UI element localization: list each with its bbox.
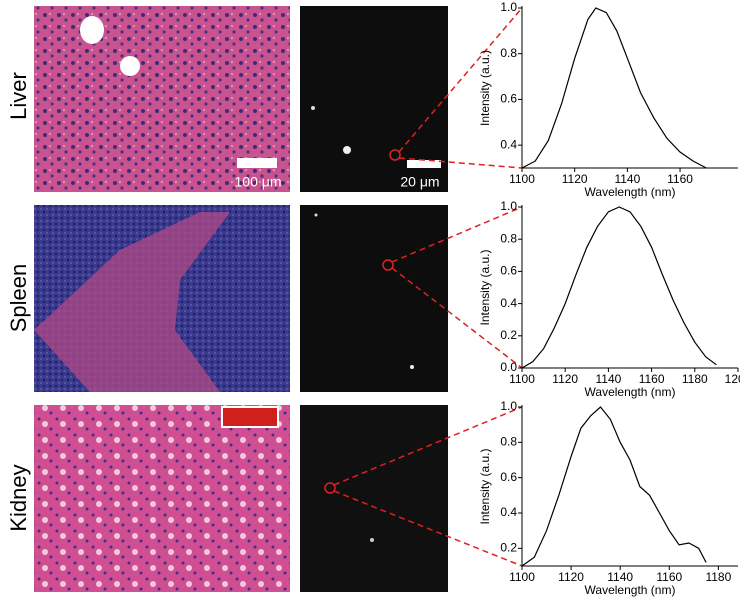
fluorescence-image — [300, 405, 448, 592]
x-tick-label: 1100 — [509, 372, 535, 386]
y-tick-label: 0.2 — [500, 328, 517, 342]
spot — [311, 106, 315, 110]
x-tick-label: 1200 — [725, 372, 740, 386]
y-tick-label: 0.4 — [500, 296, 517, 310]
roi-circle — [389, 149, 401, 161]
y-axis-label: Intensity (a.u.) — [478, 50, 492, 126]
row-label: Spleen — [6, 264, 31, 333]
y-tick-label: 1.0 — [500, 399, 517, 413]
y-tick-label: 1.0 — [500, 0, 517, 14]
y-tick-label: 1.0 — [500, 199, 517, 213]
y-tick-label: 0.4 — [500, 137, 517, 151]
x-axis-label: Wavelength (nm) — [585, 385, 676, 399]
connector — [333, 406, 523, 486]
x-tick-label: 1120 — [552, 372, 578, 386]
scale-bar — [237, 158, 277, 168]
spectrum-line — [521, 406, 707, 567]
red-pulp — [34, 212, 230, 392]
roi-circle — [324, 482, 336, 494]
x-tick-label: 1160 — [656, 570, 682, 584]
y-tick-label: 0.2 — [500, 541, 517, 555]
x-tick-label: 1120 — [562, 172, 588, 186]
connector — [391, 267, 523, 369]
x-tick-label: 1100 — [509, 172, 535, 186]
y-tick-label: 0.6 — [500, 264, 517, 278]
y-tick-label: 0.8 — [500, 46, 517, 60]
y-tick-label: 0.8 — [500, 231, 517, 245]
spot — [410, 365, 414, 369]
scale-bar-label: 20 μm — [400, 174, 439, 190]
x-tick-label: 1180 — [682, 372, 708, 386]
x-tick-label: 1140 — [614, 172, 640, 186]
y-tick-label: 0.4 — [500, 505, 517, 519]
connector — [391, 206, 523, 263]
row-label: Kidney — [6, 464, 31, 531]
x-tick-label: 1140 — [607, 570, 633, 584]
x-tick-label: 1160 — [667, 172, 693, 186]
x-tick-label: 1160 — [639, 372, 665, 386]
scale-bar — [407, 160, 441, 168]
roi-circle — [382, 259, 394, 271]
scale-bar-label: 100 μm — [235, 174, 282, 190]
connector — [398, 157, 523, 169]
y-tick-label: 0.8 — [500, 435, 517, 449]
y-axis-label: Intensity (a.u.) — [478, 249, 492, 325]
spectrum-line — [521, 206, 717, 369]
x-axis-label: Wavelength (nm) — [585, 583, 676, 597]
x-tick-label: 1140 — [595, 372, 621, 386]
y-tick-label: 0.6 — [500, 470, 517, 484]
vessel — [221, 406, 279, 428]
y-tick-label: 0.6 — [500, 92, 517, 106]
spot — [370, 538, 374, 542]
y-tick-label: 0.0 — [500, 360, 517, 374]
vessel — [120, 56, 140, 76]
row-label: Liver — [6, 72, 31, 120]
x-tick-label: 1100 — [509, 570, 535, 584]
spot — [314, 213, 318, 217]
x-tick-label: 1120 — [558, 570, 584, 584]
fluorescence-image — [300, 205, 448, 392]
spot — [343, 146, 351, 154]
spectrum-line — [521, 7, 707, 169]
connector — [398, 7, 523, 153]
connector — [333, 490, 523, 567]
histology-image — [34, 405, 290, 592]
x-tick-label: 1180 — [705, 570, 731, 584]
x-axis-label: Wavelength (nm) — [585, 185, 676, 199]
y-axis-label: Intensity (a.u.) — [478, 448, 492, 524]
vessel — [80, 16, 104, 44]
